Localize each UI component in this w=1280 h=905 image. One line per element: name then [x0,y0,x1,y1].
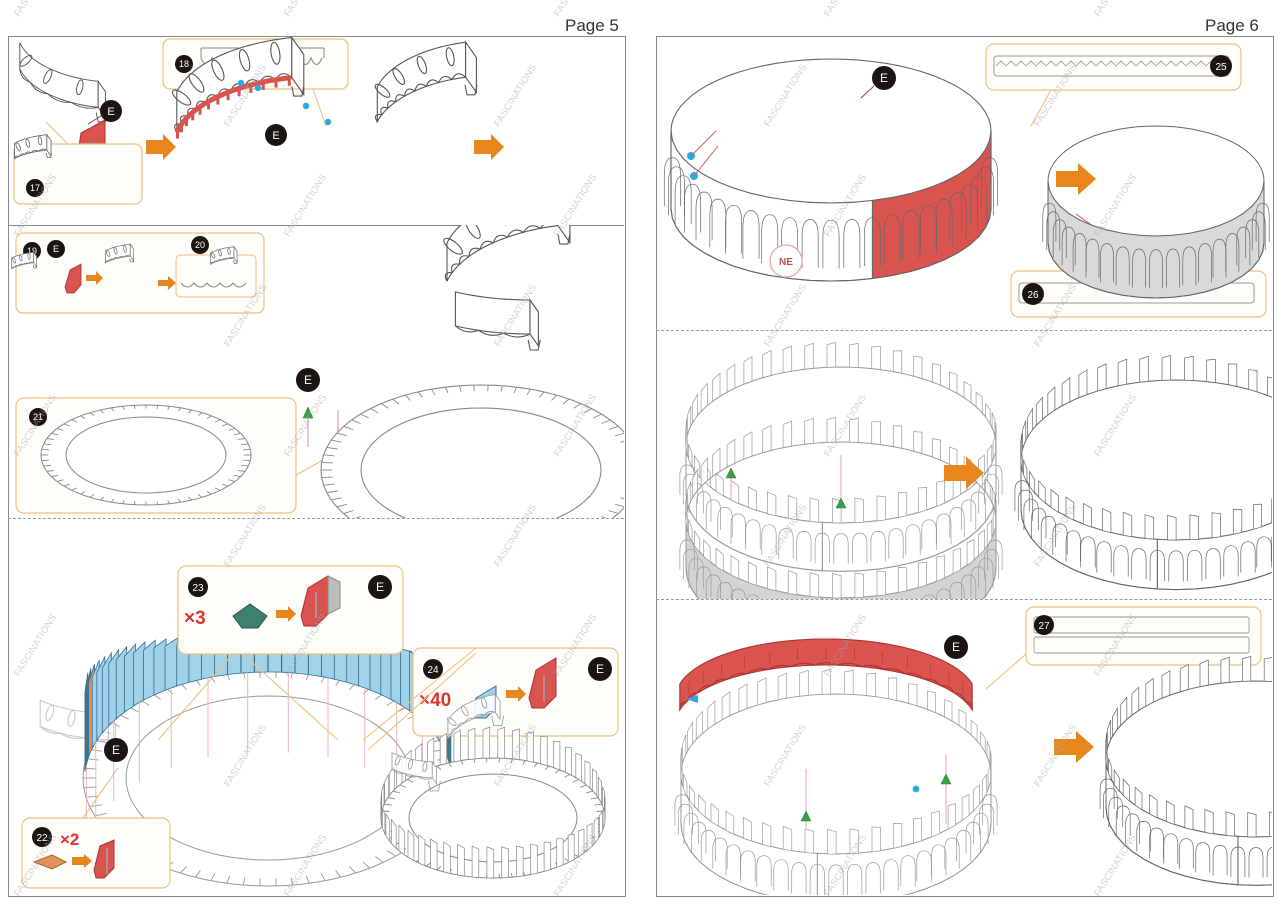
svg-text:E: E [596,662,604,676]
svg-text:27: 27 [1038,621,1050,632]
svg-text:E: E [952,640,960,654]
svg-text:17: 17 [30,183,40,193]
svg-text:E: E [107,106,114,118]
svg-text:22: 22 [36,833,48,844]
svg-text:E: E [112,743,120,757]
svg-text:×2: ×2 [60,830,79,849]
svg-text:18: 18 [179,59,189,69]
svg-text:20: 20 [195,240,205,250]
svg-text:E: E [304,373,312,387]
svg-text:26: 26 [1027,290,1039,301]
svg-text:25: 25 [1215,62,1227,73]
svg-text:E: E [880,71,888,85]
svg-text:E: E [53,244,59,254]
svg-text:NE: NE [779,257,793,268]
svg-text:24: 24 [427,665,439,676]
svg-text:E: E [272,130,279,142]
svg-text:21: 21 [33,412,43,422]
svg-text:×3: ×3 [184,608,206,629]
svg-text:E: E [376,580,384,594]
svg-text:23: 23 [192,583,204,594]
